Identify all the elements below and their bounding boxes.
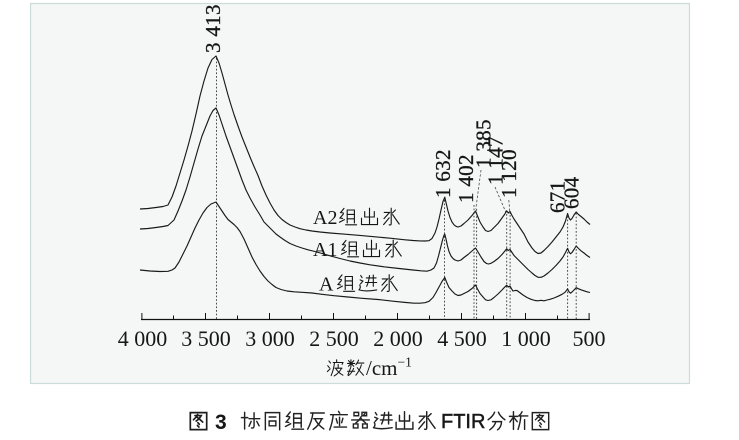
svg-text:/cm: /cm bbox=[366, 356, 398, 380]
svg-text:1 000: 1 000 bbox=[501, 326, 551, 351]
svg-text:1 385: 1 385 bbox=[472, 119, 496, 168]
svg-text:3 413: 3 413 bbox=[201, 4, 225, 53]
svg-text:1 120: 1 120 bbox=[497, 149, 521, 198]
svg-text:671: 671 bbox=[546, 181, 570, 213]
svg-text:3: 3 bbox=[215, 411, 227, 434]
svg-text:604: 604 bbox=[560, 176, 584, 209]
svg-text:FTIR: FTIR bbox=[441, 411, 485, 433]
svg-text:A: A bbox=[319, 274, 334, 296]
svg-text:500: 500 bbox=[573, 326, 606, 351]
svg-text:4 000: 4 000 bbox=[118, 326, 168, 351]
svg-text:A1: A1 bbox=[313, 239, 337, 261]
svg-text:2 000: 2 000 bbox=[373, 326, 423, 351]
svg-text:4 500: 4 500 bbox=[437, 326, 487, 351]
svg-text:2 500: 2 500 bbox=[309, 326, 359, 351]
svg-text:3 500: 3 500 bbox=[181, 326, 231, 351]
svg-text:−1: −1 bbox=[398, 355, 412, 370]
svg-text:A2: A2 bbox=[313, 207, 337, 229]
svg-text:3 000: 3 000 bbox=[245, 326, 295, 351]
svg-text:1 147: 1 147 bbox=[484, 136, 508, 185]
svg-text:1 402: 1 402 bbox=[454, 154, 478, 203]
svg-text:1 632: 1 632 bbox=[431, 149, 455, 198]
